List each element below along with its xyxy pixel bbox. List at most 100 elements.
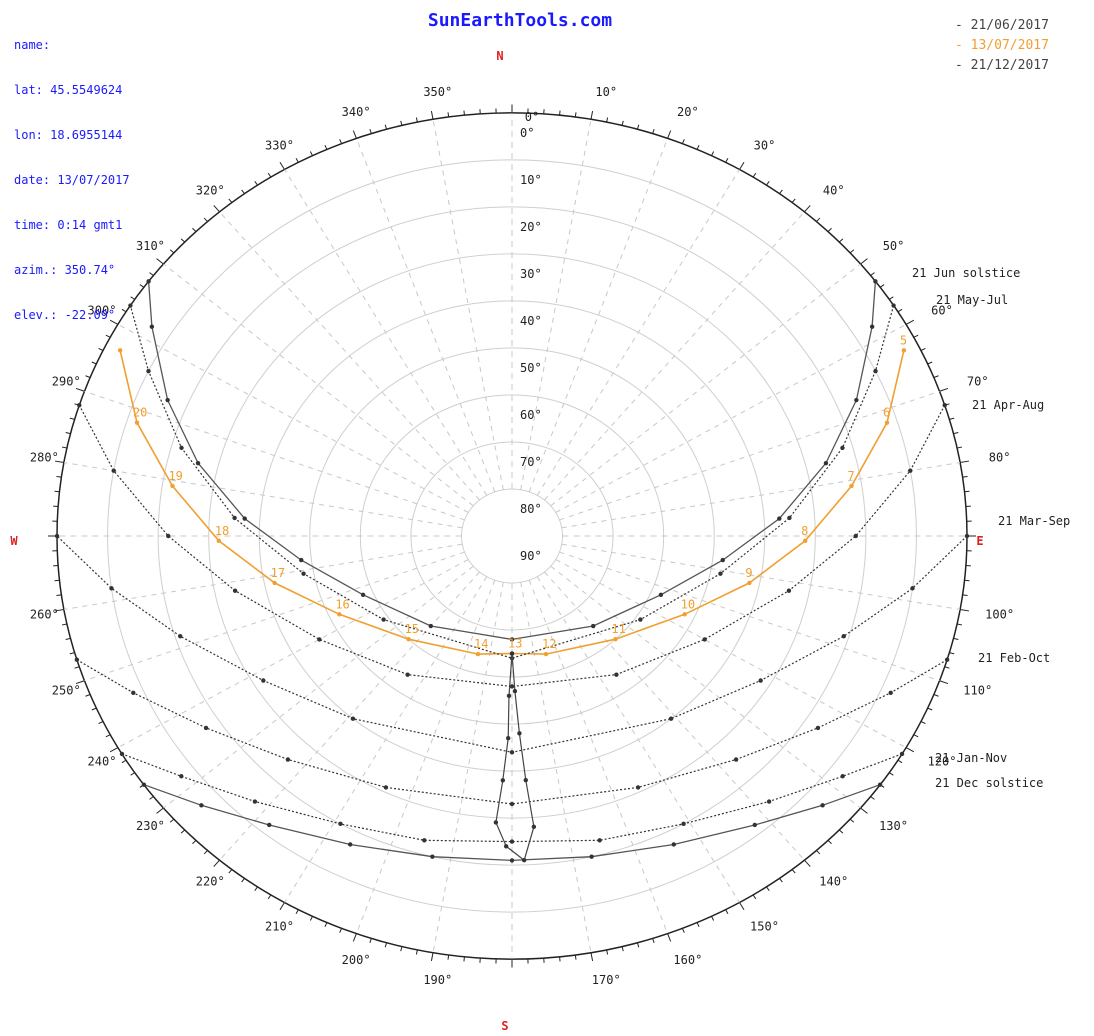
elevation-ring bbox=[309, 347, 715, 725]
hour-label: 17 bbox=[271, 566, 285, 580]
azimuth-tick bbox=[91, 361, 97, 365]
path-point bbox=[521, 858, 527, 863]
azimuth-tick bbox=[228, 198, 233, 203]
path-point bbox=[149, 324, 155, 329]
azimuth-tick bbox=[791, 198, 796, 203]
azimuth-tick bbox=[352, 130, 357, 139]
path-point bbox=[111, 468, 116, 473]
azimuth-tick bbox=[430, 952, 434, 962]
path-point bbox=[820, 803, 825, 808]
path-point bbox=[301, 571, 306, 576]
azimuth-tick bbox=[447, 954, 450, 960]
azimuth-tick bbox=[962, 594, 968, 597]
azimuth-tick bbox=[324, 922, 328, 928]
path-point bbox=[503, 844, 509, 849]
azimuth-tick bbox=[85, 694, 91, 697]
azimuth-tick bbox=[667, 130, 672, 139]
path-point bbox=[908, 468, 913, 473]
azimuth-tick bbox=[606, 949, 609, 955]
elevation-label: 60° bbox=[520, 408, 542, 422]
azimuth-tick bbox=[860, 807, 868, 814]
path-point bbox=[597, 838, 602, 843]
path-point bbox=[614, 672, 619, 677]
info-date: date: 13/07/2017 bbox=[14, 173, 130, 187]
azimuth-tick bbox=[91, 707, 97, 711]
site-title[interactable]: SunEarthTools.com bbox=[427, 10, 613, 31]
azimuth-tick bbox=[279, 902, 285, 910]
elevation-label: 50° bbox=[520, 361, 542, 375]
path-point bbox=[849, 483, 854, 489]
azimuth-tick bbox=[939, 387, 949, 392]
azimuth-tick bbox=[98, 348, 104, 351]
hour-label: 11 bbox=[611, 622, 625, 636]
azimuth-tick bbox=[309, 916, 313, 921]
azimuth-tick bbox=[888, 296, 894, 300]
path-point bbox=[944, 657, 950, 662]
azimuth-tick bbox=[849, 818, 855, 823]
elevation-label: 40° bbox=[520, 314, 542, 328]
azimuth-tick bbox=[61, 623, 68, 626]
azimuth-spoke bbox=[355, 579, 496, 934]
azimuth-tick bbox=[109, 319, 119, 325]
azimuth-label: 30° bbox=[754, 138, 776, 152]
path-point bbox=[74, 657, 80, 662]
azimuth-tick bbox=[766, 181, 770, 186]
azimuth-spoke bbox=[520, 119, 592, 490]
curve-label: 21 Jan-Nov bbox=[935, 751, 1007, 765]
azimuth-tick bbox=[636, 124, 640, 130]
azimuth-label: 40° bbox=[823, 183, 845, 197]
azimuth-tick bbox=[956, 623, 963, 626]
azimuth-tick bbox=[739, 162, 745, 170]
azimuth-tick bbox=[621, 946, 624, 952]
path-point bbox=[509, 858, 515, 863]
azimuth-label: 80° bbox=[989, 451, 1011, 465]
azimuth-tick bbox=[65, 637, 71, 640]
azimuth-tick bbox=[949, 652, 955, 655]
azimuth-tick bbox=[606, 117, 609, 123]
curve-label: 21 Dec solstice bbox=[935, 776, 1043, 790]
path-point bbox=[381, 617, 386, 622]
path-point bbox=[146, 368, 151, 374]
azimuth-tick bbox=[309, 151, 313, 156]
path-point bbox=[752, 822, 757, 828]
curve-label: 21 May-Jul bbox=[936, 293, 1008, 307]
path-point bbox=[317, 637, 322, 642]
path-point bbox=[506, 693, 512, 699]
hour-label: 8 bbox=[801, 524, 808, 538]
azimuth-tick bbox=[241, 878, 245, 883]
path-point bbox=[591, 623, 596, 629]
path-point bbox=[500, 778, 506, 783]
azimuth-label: 140° bbox=[819, 875, 848, 889]
path-point bbox=[681, 821, 686, 827]
path-point bbox=[178, 634, 183, 639]
azimuth-tick bbox=[681, 139, 685, 144]
compass-s: S bbox=[501, 1019, 508, 1033]
azimuth-tick bbox=[254, 886, 258, 891]
azimuth-label: 130° bbox=[879, 819, 908, 833]
path-point bbox=[854, 397, 859, 403]
azimuth-tick bbox=[447, 112, 450, 118]
path-point bbox=[216, 538, 222, 543]
path-point bbox=[165, 397, 170, 403]
azimuth-label: 240° bbox=[88, 755, 117, 769]
path-point bbox=[901, 348, 907, 353]
azimuth-label: 350° bbox=[423, 85, 452, 99]
path-point bbox=[232, 515, 237, 521]
azimuth-tick bbox=[156, 807, 164, 814]
azimuth-spoke bbox=[63, 543, 463, 610]
azimuth-tick bbox=[192, 840, 197, 845]
path-point bbox=[589, 854, 594, 859]
path-point bbox=[134, 420, 140, 425]
azimuth-tick bbox=[121, 308, 127, 313]
azimuth-tick bbox=[130, 772, 136, 776]
azimuth-tick bbox=[827, 227, 832, 232]
azimuth-tick bbox=[139, 284, 145, 288]
azimuth-tick bbox=[149, 796, 154, 800]
azimuth-spoke bbox=[284, 576, 488, 903]
hour-label: 16 bbox=[335, 597, 349, 611]
azimuth-tick bbox=[905, 747, 915, 753]
azimuth-tick bbox=[939, 680, 949, 685]
azimuth-tick bbox=[75, 680, 85, 685]
azimuth-spoke bbox=[355, 138, 496, 493]
elevation-ring bbox=[460, 488, 564, 584]
